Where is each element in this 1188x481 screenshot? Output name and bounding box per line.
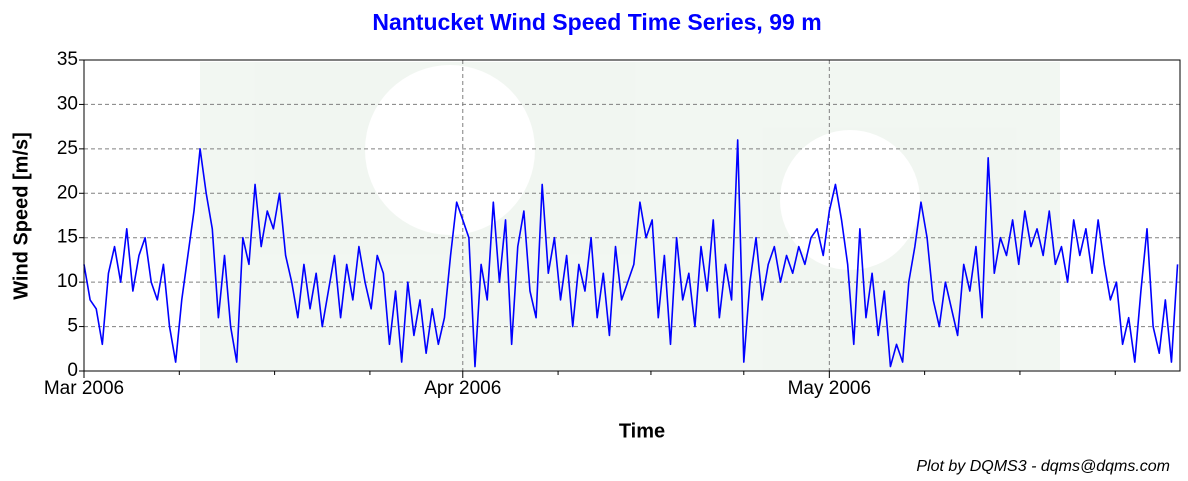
chart: Nantucket Wind Speed Time Series, 99 m T… [0,0,1188,481]
x-tick-label: Mar 2006 [44,378,124,399]
y-tick-label: 15 [57,227,78,248]
y-tick-label: 25 [57,138,78,159]
y-tick-label: 35 [57,49,78,70]
y-tick-label: 10 [57,271,78,292]
watermark [200,62,1060,370]
x-axis-label: Time [619,420,665,442]
x-tick-label: Apr 2006 [424,378,501,399]
y-tick-label: 20 [57,182,78,203]
y-tick-label: 5 [67,316,78,337]
chart-title: Nantucket Wind Speed Time Series, 99 m [372,9,821,35]
x-tick-label: May 2006 [788,378,871,399]
y-tick-label: 30 [57,93,78,114]
y-axis-label: Wind Speed [m/s] [10,132,32,300]
footer: Plot by DQMS3 - dqms@dqms.com [916,458,1170,475]
